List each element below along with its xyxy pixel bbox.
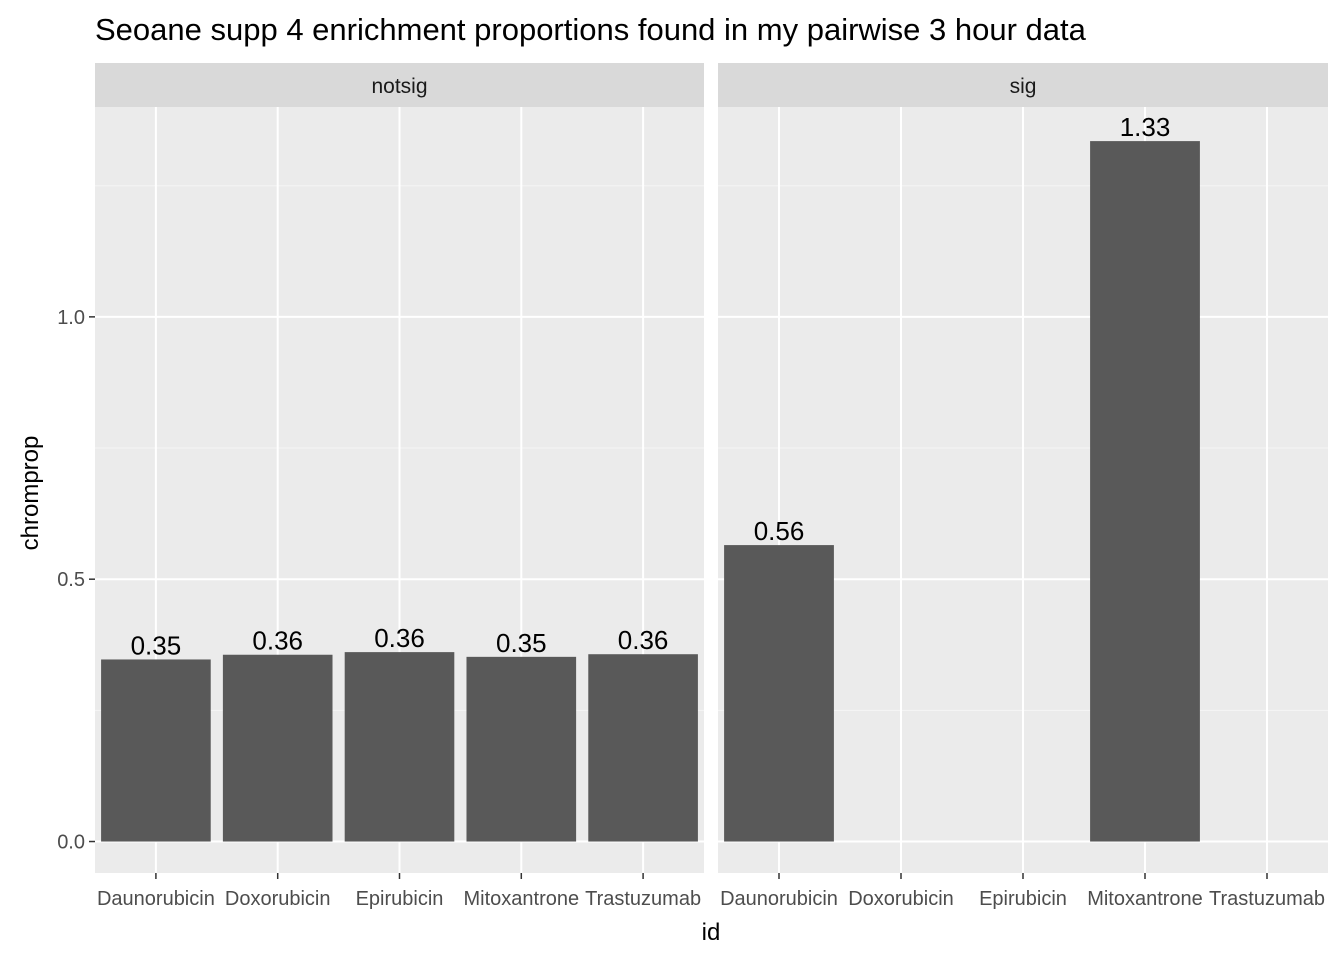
x-tick-label: Epirubicin bbox=[979, 888, 1067, 910]
facet-strip-label: sig bbox=[1010, 75, 1037, 98]
bar-trastuzumab bbox=[588, 654, 698, 842]
bar-doxorubicin bbox=[222, 654, 333, 842]
bar-mitoxantrone bbox=[466, 656, 577, 842]
x-tick-label: Trastuzumab bbox=[585, 888, 701, 910]
data-label-trastuzumab: 0.36 bbox=[618, 625, 669, 655]
data-label-mitoxantrone: 1.33 bbox=[1120, 112, 1171, 142]
facet-strip bbox=[95, 63, 704, 107]
x-tick-label: Trastuzumab bbox=[1209, 888, 1325, 910]
y-tick-label: 1.0 bbox=[57, 307, 85, 329]
x-tick-label: Epirubicin bbox=[356, 888, 444, 910]
x-axis-title: id bbox=[702, 919, 721, 946]
bar-daunorubicin bbox=[724, 545, 834, 842]
facet-panel-sig: sig 0.56 Daunorubicin Doxorubicin Epirubicin… bbox=[718, 63, 1328, 910]
facet-strip-label: notsig bbox=[371, 75, 427, 98]
y-axis-title: chromprop bbox=[17, 436, 44, 551]
data-label-epirubicin: 0.36 bbox=[374, 623, 425, 653]
bar-daunorubicin bbox=[101, 659, 211, 842]
x-tick-label: Daunorubicin bbox=[720, 888, 838, 910]
y-tick-label: 0.0 bbox=[57, 832, 85, 854]
bar-epirubicin bbox=[344, 652, 455, 842]
facet-panel-notsig: notsig 0.35 Daunorubicin 0.36 Doxorubicin 0.3… bbox=[57, 63, 704, 910]
y-tick-label: 0.5 bbox=[57, 569, 85, 591]
x-tick-label: Daunorubicin bbox=[97, 888, 215, 910]
data-label-mitoxantrone: 0.35 bbox=[496, 628, 547, 658]
x-tick-label: Doxorubicin bbox=[225, 888, 331, 910]
facet-panels: notsig 0.35 Daunorubicin 0.36 Doxorubicin 0.3… bbox=[57, 63, 1328, 910]
chart-title: Seoane supp 4 enrichment proportions fou… bbox=[95, 12, 1087, 47]
data-label-daunorubicin: 0.56 bbox=[754, 516, 805, 546]
x-tick-label: Mitoxantrone bbox=[463, 888, 579, 910]
facet-strip bbox=[718, 63, 1328, 107]
bar-mitoxantrone bbox=[1090, 141, 1200, 842]
data-label-daunorubicin: 0.35 bbox=[131, 630, 182, 660]
data-label-doxorubicin: 0.36 bbox=[252, 626, 303, 656]
x-tick-label: Doxorubicin bbox=[848, 888, 954, 910]
x-tick-label: Mitoxantrone bbox=[1087, 888, 1203, 910]
